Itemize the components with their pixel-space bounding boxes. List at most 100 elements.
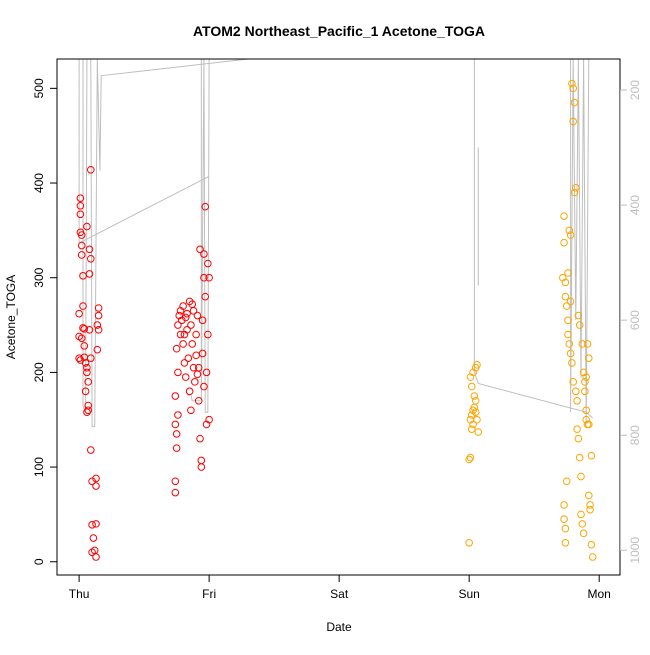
point xyxy=(171,488,180,497)
point xyxy=(471,408,480,416)
point xyxy=(93,321,102,329)
point xyxy=(574,311,583,320)
point xyxy=(566,349,575,358)
point xyxy=(571,183,580,192)
point xyxy=(471,396,480,405)
point xyxy=(76,201,85,210)
x-tick-label: Mon xyxy=(588,587,611,601)
point xyxy=(94,304,103,312)
point xyxy=(184,354,193,362)
point xyxy=(571,387,580,396)
point xyxy=(561,524,570,533)
point xyxy=(189,363,198,372)
point xyxy=(561,539,570,547)
point xyxy=(84,406,93,415)
point xyxy=(470,392,479,400)
point xyxy=(583,340,592,348)
point xyxy=(584,491,593,500)
x-tick-label: Thu xyxy=(69,587,90,601)
point xyxy=(570,188,579,197)
point xyxy=(560,515,568,523)
point xyxy=(81,359,90,367)
point xyxy=(467,425,476,433)
point xyxy=(574,434,583,443)
point xyxy=(192,330,200,339)
x-tick-label: Sat xyxy=(330,587,349,601)
point xyxy=(586,501,594,509)
point xyxy=(183,309,191,318)
point xyxy=(581,387,589,396)
point xyxy=(562,302,571,310)
point xyxy=(577,472,585,481)
point xyxy=(87,446,95,454)
point xyxy=(473,361,481,369)
point xyxy=(569,84,577,93)
point xyxy=(565,226,574,235)
point xyxy=(581,378,589,386)
point xyxy=(187,321,195,329)
point xyxy=(85,270,94,278)
point xyxy=(76,210,85,219)
point xyxy=(197,456,206,465)
point xyxy=(575,321,584,329)
point xyxy=(172,344,181,353)
point xyxy=(467,382,476,391)
point xyxy=(569,117,577,126)
point xyxy=(201,292,210,301)
point xyxy=(578,520,587,528)
point xyxy=(92,553,100,561)
point xyxy=(473,415,481,424)
y-tick-label: 0 xyxy=(32,558,46,565)
point xyxy=(564,330,572,339)
chart-title: ATOM2 Northeast_Pacific_1 Acetone_TOGA xyxy=(193,23,485,39)
point xyxy=(191,378,199,386)
point xyxy=(171,420,180,429)
point xyxy=(584,354,593,362)
point xyxy=(205,415,213,424)
point xyxy=(582,373,590,381)
point xyxy=(561,292,570,301)
point xyxy=(578,340,587,348)
point xyxy=(579,529,588,538)
y2-tick-label: 400 xyxy=(628,195,642,215)
y-tick-label: 500 xyxy=(32,78,46,98)
point xyxy=(171,477,180,486)
y2-tick-label: 1000 xyxy=(628,537,642,564)
point xyxy=(196,434,204,443)
x-tick-label: Sun xyxy=(458,587,479,601)
point xyxy=(94,311,103,320)
point xyxy=(188,340,197,348)
point xyxy=(569,378,577,386)
y-tick-label: 100 xyxy=(32,457,46,477)
point xyxy=(174,368,182,377)
point xyxy=(80,325,89,333)
point xyxy=(202,368,211,377)
y-axis-label: Acetone_TOGA xyxy=(4,275,18,360)
point xyxy=(88,521,96,529)
point xyxy=(194,396,203,405)
point xyxy=(474,428,483,436)
point xyxy=(87,165,95,174)
point xyxy=(77,241,86,250)
point xyxy=(179,302,187,310)
x-tick-label: Fri xyxy=(202,587,216,601)
y-tick-label: 300 xyxy=(32,267,46,287)
point xyxy=(193,311,202,320)
point xyxy=(570,98,579,107)
point xyxy=(75,309,83,318)
point xyxy=(564,316,572,325)
point xyxy=(584,420,593,429)
point xyxy=(466,453,475,462)
point xyxy=(573,396,581,405)
point xyxy=(586,505,594,514)
y-tick-label: 200 xyxy=(32,362,46,382)
point xyxy=(587,451,596,460)
point xyxy=(93,345,102,354)
point xyxy=(188,300,197,309)
point xyxy=(568,79,576,88)
point xyxy=(83,363,91,372)
point xyxy=(83,368,91,377)
point xyxy=(174,321,182,329)
